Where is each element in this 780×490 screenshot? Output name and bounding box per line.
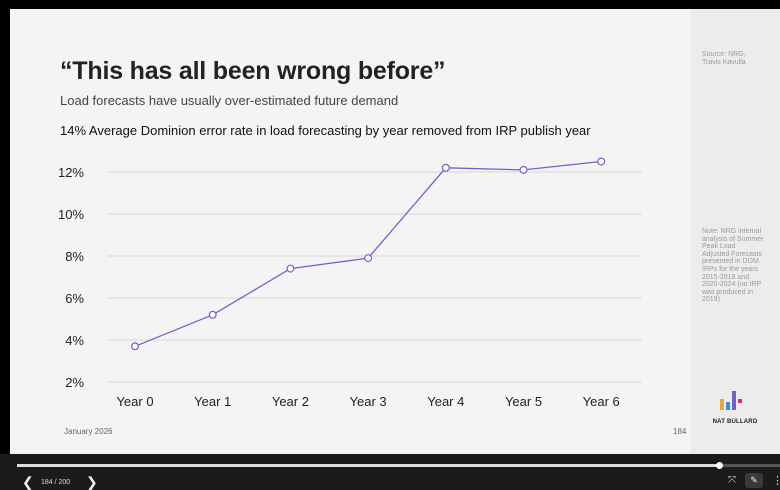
x-tick-label: Year 1: [194, 394, 231, 409]
page-counter: 184 / 200: [41, 479, 71, 486]
more-options-icon[interactable]: ⋮: [772, 475, 780, 487]
x-tick-label: Year 0: [116, 394, 153, 409]
slide-page-number: 184: [673, 427, 687, 436]
logo-bar: [732, 391, 736, 410]
data-point: [441, 163, 450, 172]
slide-title: “This has all been wrong before”: [60, 57, 446, 85]
fit-screen-icon[interactable]: ⤧: [728, 475, 736, 486]
x-tick-label: Year 5: [505, 394, 542, 409]
data-point: [286, 264, 295, 273]
side-panel: [691, 9, 780, 454]
x-tick-label: Year 6: [583, 394, 620, 409]
slide: “This has all been wrong before” Load fo…: [10, 9, 780, 454]
series-line: [134, 160, 602, 347]
y-tick-label: 2%: [65, 375, 84, 390]
logo-bar: [726, 402, 730, 410]
series-points: [130, 157, 606, 351]
brand-logo-icon: [720, 391, 742, 410]
methodology-note: Note: NRG internal analysis of Summer Pe…: [702, 228, 764, 304]
x-axis-ticks: Year 0 Year 1 Year 2 Year 3 Year 4 Year 5 Year…: [116, 394, 619, 409]
brand-name: NAT BULLARD: [712, 419, 758, 425]
y-tick-label: 12%: [58, 165, 84, 180]
data-point: [597, 157, 606, 166]
data-point: [364, 254, 373, 263]
x-tick-label: Year 2: [272, 394, 309, 409]
presentation-player-bar: ❮ 184 / 200 ❯ ⤧ ✎ ⋮: [0, 454, 780, 490]
y-axis-ticks: 2% 4% 6% 8% 10% 12%: [58, 165, 84, 390]
data-point: [519, 165, 528, 174]
slide-subtitle: Load forecasts have usually over-estimat…: [60, 93, 399, 108]
top-bar: [0, 0, 780, 9]
next-slide-button[interactable]: ❯: [86, 474, 98, 490]
y-tick-label: 10%: [58, 207, 84, 222]
x-tick-label: Year 4: [427, 394, 464, 409]
previous-slide-button[interactable]: ❮: [22, 474, 34, 490]
chart-heading: 14% Average Dominion error rate in load …: [60, 123, 591, 138]
progress-thumb[interactable]: [715, 462, 723, 469]
progress-fill: [17, 464, 719, 467]
y-tick-label: 6%: [65, 291, 84, 306]
gridlines: [107, 171, 642, 383]
x-tick-label: Year 3: [350, 394, 387, 409]
y-tick-label: 4%: [65, 333, 84, 348]
pen-tool-icon[interactable]: ✎: [745, 473, 763, 488]
y-tick-label: 8%: [65, 249, 84, 264]
logo-bar: [720, 399, 724, 410]
source-note: Source: NRG, Travis Kavulla: [702, 51, 746, 66]
footer-date: January 2026: [64, 427, 113, 436]
slide-main-area: “This has all been wrong before” Load fo…: [10, 9, 691, 454]
logo-bar: [738, 399, 742, 403]
data-point: [130, 342, 139, 351]
series-line-layer: [134, 160, 602, 347]
progress-slider[interactable]: [17, 462, 780, 469]
data-point: [208, 310, 217, 319]
